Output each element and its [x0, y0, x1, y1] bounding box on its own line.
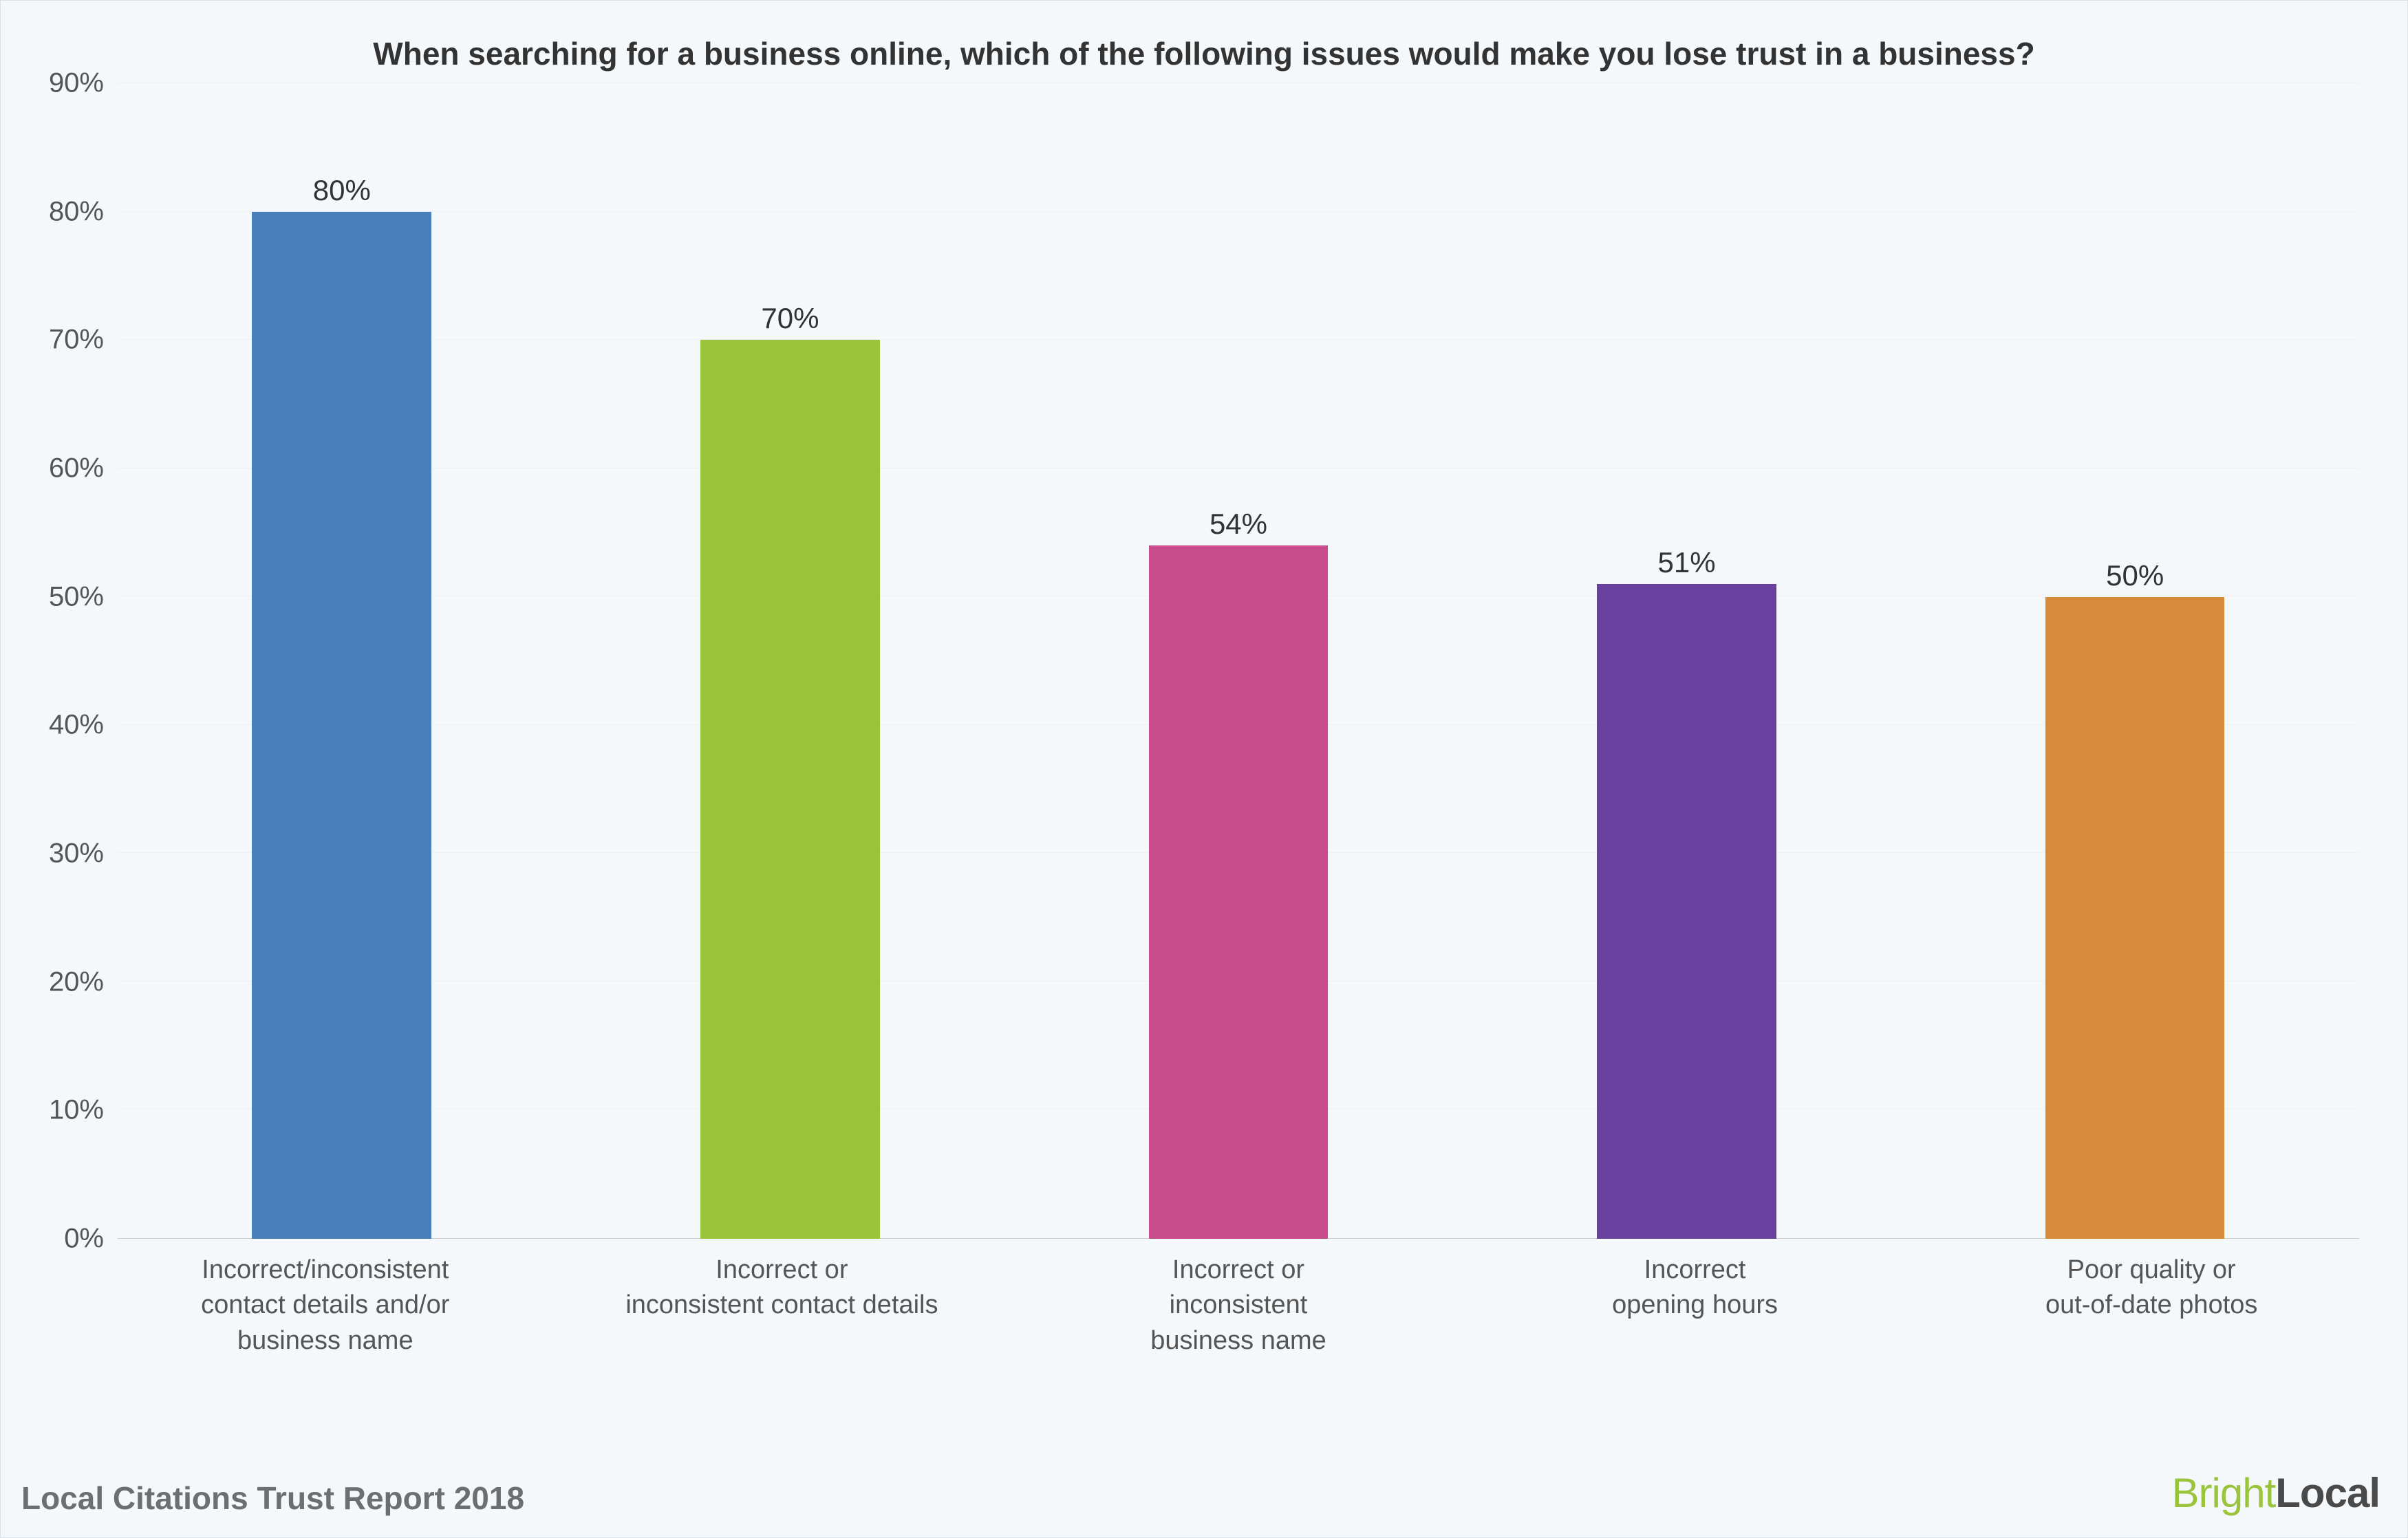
bar: 54% [1149, 545, 1329, 1239]
y-tick-label: 0% [28, 1224, 104, 1255]
bar-value-label: 70% [761, 302, 819, 335]
bar-slot: 50% [1911, 83, 2359, 1239]
bar: 70% [700, 340, 880, 1239]
x-axis-label: Incorrect orinconsistentbusiness name [1010, 1235, 1467, 1358]
y-tick-label: 20% [28, 966, 104, 997]
bar: 80% [252, 212, 431, 1239]
chart-title: When searching for a business online, wh… [21, 35, 2387, 72]
bar-slot: 80% [118, 83, 566, 1239]
x-axis-labels: Incorrect/inconsistentcontact details an… [97, 1235, 2380, 1358]
brand-local-text: Local [2275, 1470, 2380, 1516]
y-tick-label: 10% [28, 1095, 104, 1126]
y-tick-label: 30% [28, 838, 104, 869]
y-tick-label: 70% [28, 325, 104, 356]
y-tick-label: 90% [28, 68, 104, 99]
bar-slot: 70% [566, 83, 1015, 1239]
y-tick-label: 60% [28, 453, 104, 484]
x-axis-label: Incorrect/inconsistentcontact details an… [97, 1235, 554, 1358]
bar: 51% [1597, 584, 1776, 1239]
bar: 50% [2045, 597, 2225, 1239]
bars-row: 80% 70% 54% 51% 50% [118, 83, 2359, 1239]
bar-value-label: 51% [1658, 546, 1716, 579]
bar-value-label: 50% [2106, 559, 2164, 592]
y-tick-label: 50% [28, 581, 104, 612]
report-source-text: Local Citations Trust Report 2018 [21, 1480, 524, 1517]
x-axis-label: Poor quality orout-of-date photos [1923, 1235, 2380, 1358]
chart-container: When searching for a business online, wh… [0, 0, 2408, 1538]
bar-value-label: 80% [313, 174, 371, 207]
x-axis-label: Incorrect orinconsistent contact details [554, 1235, 1011, 1358]
y-tick-label: 80% [28, 196, 104, 227]
y-axis: 0%10%20%30%40%50%60%70%80%90% [21, 83, 104, 1239]
brand-bright-text: Bright [2172, 1470, 2276, 1516]
y-tick-label: 40% [28, 710, 104, 741]
bar-slot: 51% [1463, 83, 1911, 1239]
bar-slot: 54% [1014, 83, 1463, 1239]
chart-footer: Local Citations Trust Report 2018 Bright… [21, 1469, 2380, 1517]
plot-area: 0%10%20%30%40%50%60%70%80%90% 80%70%54%5… [21, 83, 2387, 1239]
brand-logo: BrightLocal [2172, 1469, 2380, 1517]
x-axis-label: Incorrectopening hours [1467, 1235, 1924, 1358]
bar-value-label: 54% [1210, 508, 1267, 541]
